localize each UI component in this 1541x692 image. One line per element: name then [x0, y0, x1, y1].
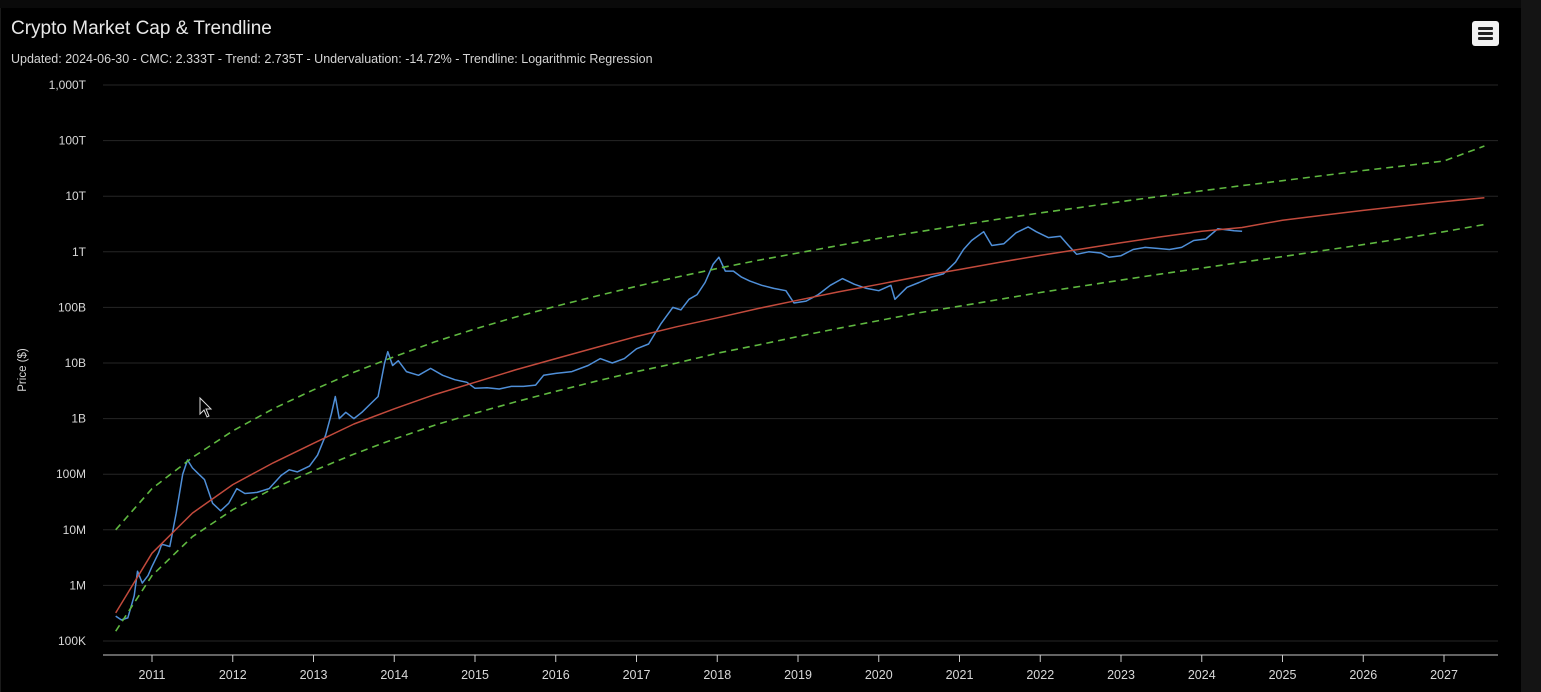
- y-axis-label: Price ($): [17, 348, 29, 392]
- y-tick-label: 100T: [59, 134, 87, 148]
- x-tick-label: 2019: [784, 668, 812, 682]
- y-tick-label: 10M: [63, 523, 86, 537]
- series-lines: [115, 145, 1485, 632]
- x-tick-label: 2012: [219, 668, 247, 682]
- x-tick-label: 2013: [300, 668, 328, 682]
- y-axis-ticks: 100K 1M 10M 100M 1B 10B 100B 1T 10T 100T 1,000T: [49, 78, 87, 648]
- y-tick-label: 100B: [58, 300, 86, 314]
- trendline: [115, 196, 1485, 614]
- lower-band-line: [115, 223, 1485, 632]
- chart-title: Crypto Market Cap & Trendline: [11, 18, 272, 39]
- y-tick-label: 100M: [56, 467, 86, 481]
- x-tick-label: 2016: [542, 668, 570, 682]
- cursor-icon: [199, 396, 213, 418]
- x-tick-label: 2018: [703, 668, 731, 682]
- x-tick-label: 2024: [1188, 668, 1216, 682]
- x-axis-ticks: 2011 2012 2013 2014 2015 2016 2017 2018 2019 2020…: [139, 655, 1458, 682]
- market-cap-line: [115, 226, 1243, 621]
- y-tick-label: 1,000T: [49, 78, 87, 92]
- y-tick-label: 1M: [69, 578, 86, 592]
- x-tick-label: 2027: [1430, 668, 1458, 682]
- x-tick-label: 2025: [1269, 668, 1297, 682]
- x-tick-label: 2021: [946, 668, 974, 682]
- x-tick-label: 2026: [1349, 668, 1377, 682]
- x-tick-label: 2020: [865, 668, 893, 682]
- x-tick-label: 2011: [139, 668, 166, 682]
- chart-subtitle: Updated: 2024-06-30 - CMC: 2.333T - Tren…: [11, 52, 653, 66]
- y-tick-label: 10B: [65, 356, 86, 370]
- y-tick-label: 10T: [65, 189, 86, 203]
- x-tick-label: 2014: [380, 668, 408, 682]
- window-edge: [1521, 0, 1541, 692]
- upper-band-line: [115, 145, 1485, 531]
- chart-container: [0, 8, 1522, 692]
- grid-lines: [103, 84, 1498, 642]
- x-tick-label: 2022: [1026, 668, 1054, 682]
- chart-menu-button[interactable]: [1472, 21, 1499, 46]
- x-tick-label: 2023: [1107, 668, 1135, 682]
- x-tick-label: 2015: [461, 668, 489, 682]
- y-tick-label: 1B: [71, 412, 86, 426]
- x-tick-label: 2017: [623, 668, 651, 682]
- y-tick-label: 100K: [58, 634, 86, 648]
- y-tick-label: 1T: [72, 245, 87, 259]
